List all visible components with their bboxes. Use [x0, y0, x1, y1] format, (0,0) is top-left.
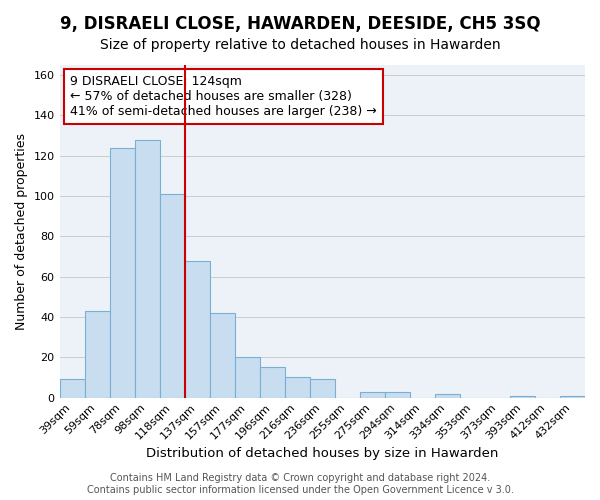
Bar — [385, 392, 410, 398]
Text: Contains HM Land Registry data © Crown copyright and database right 2024.
Contai: Contains HM Land Registry data © Crown c… — [86, 474, 514, 495]
Bar — [310, 380, 335, 398]
Bar — [134, 140, 160, 398]
Text: 9 DISRAELI CLOSE: 124sqm
← 57% of detached houses are smaller (328)
41% of semi-: 9 DISRAELI CLOSE: 124sqm ← 57% of detach… — [70, 75, 377, 118]
Bar — [59, 380, 85, 398]
Text: Size of property relative to detached houses in Hawarden: Size of property relative to detached ho… — [100, 38, 500, 52]
Bar — [260, 368, 285, 398]
Bar — [560, 396, 585, 398]
X-axis label: Distribution of detached houses by size in Hawarden: Distribution of detached houses by size … — [146, 447, 499, 460]
Bar — [435, 394, 460, 398]
Bar — [510, 396, 535, 398]
Bar — [285, 378, 310, 398]
Bar — [209, 313, 235, 398]
Y-axis label: Number of detached properties: Number of detached properties — [15, 133, 28, 330]
Bar — [185, 260, 209, 398]
Bar — [160, 194, 185, 398]
Bar — [235, 358, 260, 398]
Bar — [85, 311, 110, 398]
Bar — [110, 148, 134, 398]
Text: 9, DISRAELI CLOSE, HAWARDEN, DEESIDE, CH5 3SQ: 9, DISRAELI CLOSE, HAWARDEN, DEESIDE, CH… — [59, 15, 541, 33]
Bar — [360, 392, 385, 398]
